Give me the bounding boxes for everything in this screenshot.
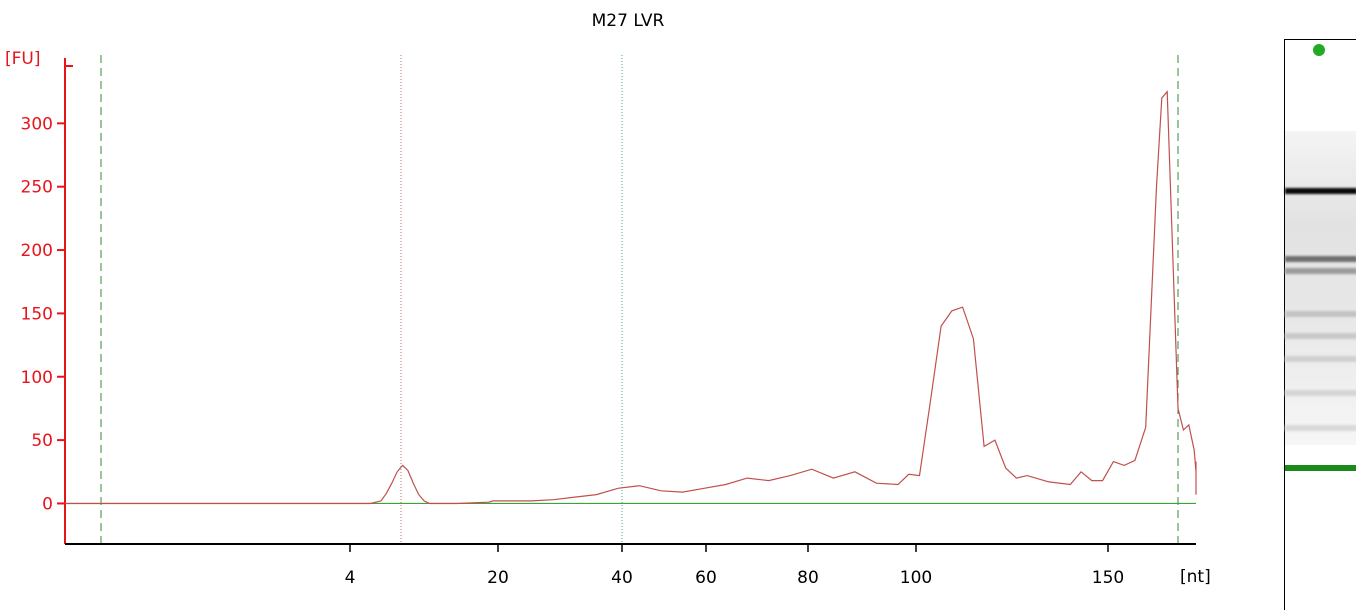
- x-axis-label: [nt]: [1180, 567, 1211, 587]
- x-tick-label: 150: [1092, 568, 1124, 588]
- gel-band: [1285, 424, 1356, 431]
- x-tick-label: 20: [487, 568, 509, 588]
- y-tick-label: 150: [21, 304, 53, 324]
- chart-title: M27 LVR: [592, 11, 665, 31]
- x-ticks: 4 20 40 60 80 100 150: [345, 544, 1124, 588]
- y-tick-label: 300: [21, 114, 53, 134]
- y-tick-label: 250: [21, 178, 53, 198]
- y-tick-label: 100: [21, 368, 53, 388]
- y-tick-label: 50: [31, 431, 53, 451]
- x-tick-label: 40: [611, 568, 633, 588]
- y-tick-label: 200: [21, 241, 53, 261]
- gel-band: [1285, 333, 1356, 340]
- axes: [64, 58, 1196, 545]
- y-axis-label: [FU]: [5, 49, 41, 69]
- x-tick-label: 60: [695, 568, 717, 588]
- electropherogram-chart: M27 LVR [FU] [nt] 0 50 100 150 200 250 300 4 20…: [5, 11, 1211, 588]
- gel-top-marker-icon: [1313, 44, 1325, 56]
- x-tick-label: 100: [900, 568, 932, 588]
- gel-band: [1285, 267, 1356, 274]
- gel-band: [1285, 356, 1356, 363]
- y-ticks: 0 50 100 150 200 250 300: [21, 114, 65, 514]
- x-tick-label: 80: [797, 568, 819, 588]
- gel-band: [1285, 390, 1356, 397]
- y-tick-label: 0: [42, 494, 53, 514]
- data-series-line: [65, 90, 1197, 505]
- gel-band: [1285, 188, 1356, 195]
- gel-smear: [1285, 131, 1356, 445]
- x-tick-label: 4: [345, 568, 356, 588]
- grid-lines: [100, 55, 1179, 544]
- gel-band: [1285, 256, 1356, 263]
- gel-lower-marker-band: [1285, 464, 1356, 471]
- gel-lane: [1284, 39, 1356, 610]
- gel-band: [1285, 310, 1356, 317]
